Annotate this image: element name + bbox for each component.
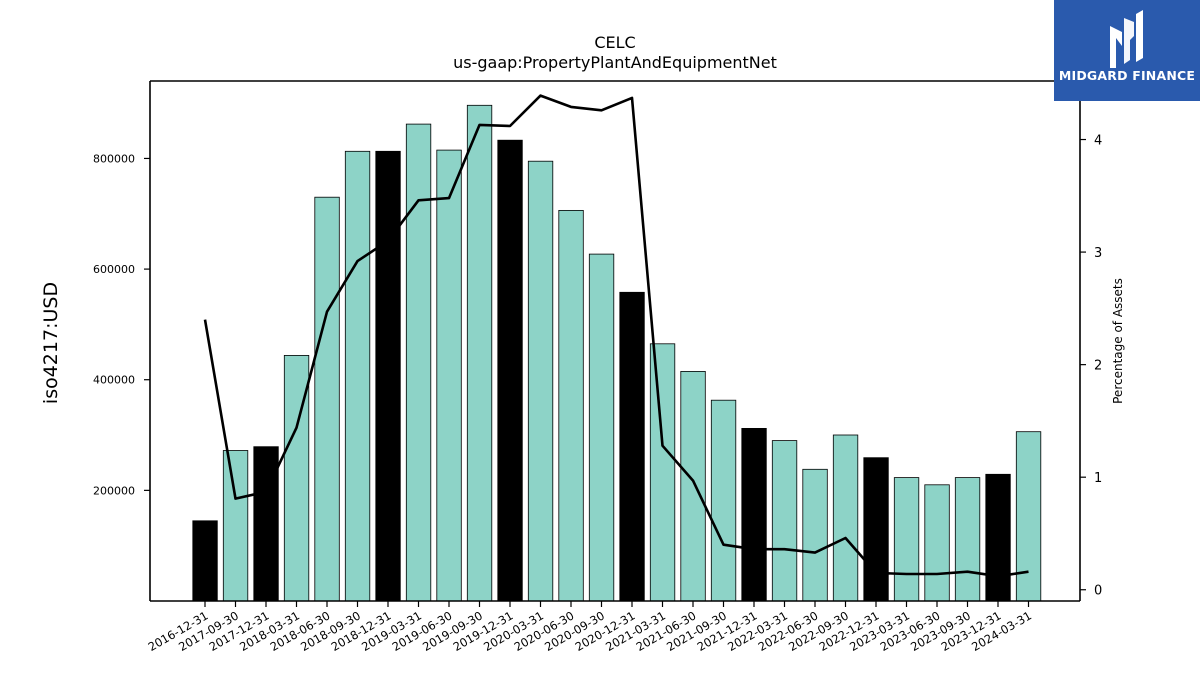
- bar: [222, 450, 249, 602]
- y2-tick-label: 1: [1094, 471, 1102, 486]
- bar: [558, 209, 584, 602]
- bar: [375, 150, 401, 602]
- bar: [924, 484, 950, 602]
- bar: [863, 457, 889, 602]
- bar: [527, 160, 554, 602]
- logo-mark-icon: [1054, 0, 1200, 101]
- bar: [680, 370, 706, 602]
- bars-group: [192, 104, 1042, 602]
- y-tick-label: 600000: [93, 263, 135, 276]
- y-axis-label: iso4217:USD: [40, 282, 62, 404]
- y-tick-label: 200000: [93, 484, 135, 497]
- y2-tick-label: 2: [1094, 359, 1102, 374]
- bar: [192, 520, 218, 602]
- bar: [802, 468, 828, 602]
- bar: [253, 446, 279, 602]
- line-group: [203, 94, 1029, 578]
- bar: [588, 253, 615, 602]
- bar: [497, 139, 523, 602]
- bar: [405, 123, 432, 602]
- brand-logo: MIDGARD FINANCE: [1054, 0, 1200, 101]
- bar: [893, 477, 920, 602]
- bar: [649, 343, 676, 602]
- bar: [436, 149, 462, 602]
- bar: [954, 477, 981, 602]
- logo-text: MIDGARD FINANCE: [1058, 68, 1196, 83]
- bar: [741, 427, 767, 602]
- y2-tick-label: 0: [1094, 584, 1102, 599]
- bar: [710, 399, 737, 602]
- bar: [344, 150, 371, 602]
- bar: [466, 104, 493, 602]
- y2-tick-label: 4: [1094, 134, 1102, 149]
- chart-subtitle: us-gaap:PropertyPlantAndEquipmentNet: [453, 53, 777, 72]
- y-tick-label: 800000: [93, 152, 135, 165]
- series-line: [203, 94, 1029, 578]
- y2-axis-label: Percentage of Assets: [1111, 278, 1125, 404]
- chart-title: CELC: [594, 33, 635, 52]
- bar: [832, 434, 859, 602]
- bar: [985, 473, 1011, 602]
- bar: [314, 196, 340, 602]
- bar: [1015, 431, 1042, 602]
- bar: [619, 291, 645, 602]
- bar: [771, 440, 798, 602]
- y2-tick-label: 3: [1094, 246, 1102, 261]
- y-tick-label: 400000: [93, 374, 135, 387]
